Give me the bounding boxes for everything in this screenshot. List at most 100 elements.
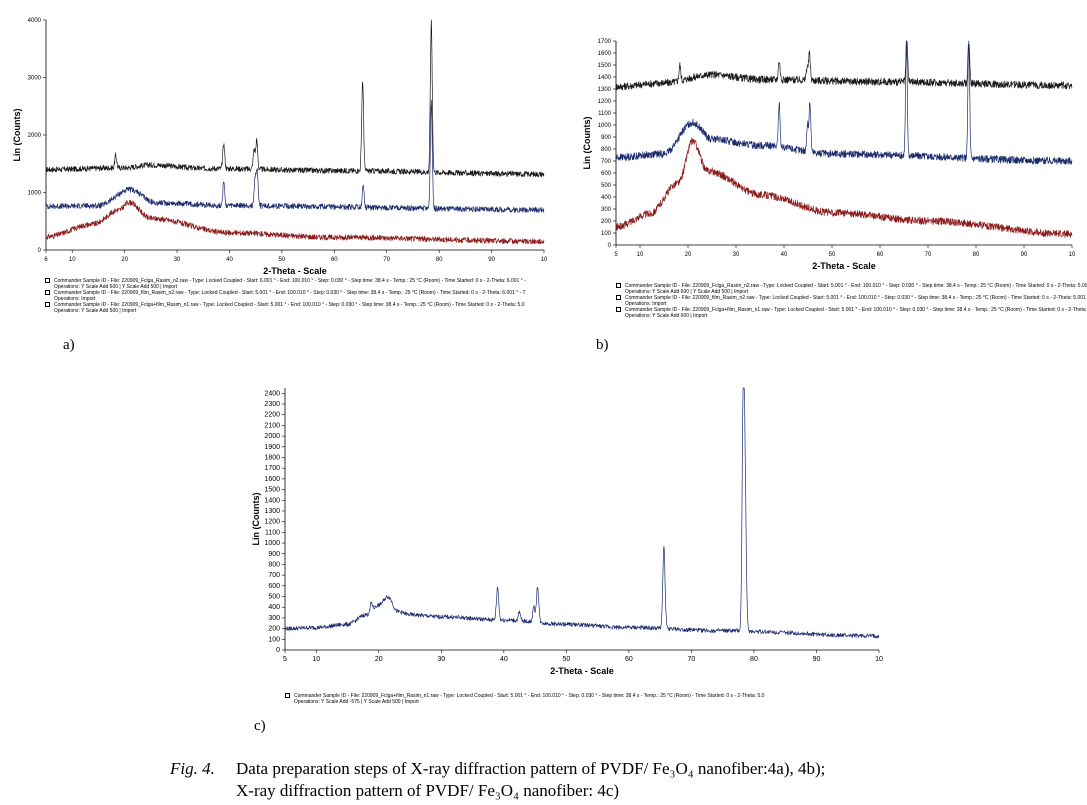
xrd-series-line-1	[284, 387, 880, 639]
xrd-series-line-3	[45, 199, 545, 245]
xrd-series-line-1	[45, 19, 545, 178]
y-axis-title: Lin (Counts)	[251, 493, 261, 546]
y-tick-label: 1200	[264, 519, 280, 526]
x-tick-label: 60	[625, 656, 633, 663]
chart-panel-c: 5 10 20 30 40 50 60 70 80 90 10 0 100 200 300 400 500 600…	[245, 378, 885, 713]
y-tick-label: 100	[601, 231, 612, 237]
y-tick-label: 100	[268, 636, 280, 643]
y-tick-label: 0	[608, 243, 612, 249]
y-tick-label: 1100	[598, 111, 612, 117]
caption-line-1: Data preparation steps of X-ray diffract…	[236, 759, 826, 778]
legend-entry-operations: Operations: Import	[625, 301, 667, 307]
legend-entry: Commander Sample ID - File: 220909_film_…	[616, 295, 1087, 301]
y-tick-label: 1600	[598, 51, 612, 57]
legend-checkbox-icon	[616, 283, 621, 288]
y-tick-label: 900	[601, 135, 612, 141]
y-tick-label: 4000	[28, 18, 42, 24]
y-tick-label: 800	[601, 147, 612, 153]
chart-a-svg: 6 10 20 30 40 50 60 70 80 90 10010002000300040002-…	[12, 18, 548, 276]
x-tick-label: 6	[44, 257, 48, 263]
x-tick-label: 20	[375, 656, 383, 663]
y-tick-label: 600	[601, 171, 612, 177]
caption-figure-number: Fig. 4.	[170, 759, 215, 778]
y-tick-label: 1900	[264, 444, 280, 451]
x-tick-label: 30	[437, 656, 445, 663]
chart-b-svg: 5 10 20 30 40 50 60 70 80 90 100100200300400500600…	[582, 39, 1076, 271]
x-tick-label: 30	[174, 257, 181, 263]
y-tick-label: 300	[268, 615, 280, 622]
x-tick-label: 70	[925, 252, 932, 258]
y-tick-label: 2200	[264, 412, 280, 419]
legend-checkbox-icon	[616, 295, 621, 300]
x-tick-label: 40	[781, 252, 788, 258]
x-axis-title: 2-Theta - Scale	[812, 261, 876, 271]
y-tick-label: 1000	[598, 123, 612, 129]
panel-label-c: c)	[254, 718, 266, 734]
legend-checkbox-icon	[616, 307, 621, 312]
y-tick-label: 1800	[264, 455, 280, 462]
y-tick-label: 200	[601, 219, 612, 225]
x-tick-label: 5	[283, 656, 287, 663]
x-tick-label: 80	[436, 257, 443, 263]
xrd-series-line-2	[615, 40, 1073, 165]
legend-a: Commander Sample ID - File: 220909_Fclga…	[45, 278, 555, 314]
y-tick-label: 1600	[264, 476, 280, 483]
y-tick-label: 1400	[598, 75, 612, 81]
caption-line-2: X-ray diffraction pattern of PVDF/ Fe₃O₄…	[236, 781, 620, 800]
figure-caption: Fig. 4. Data preparation steps of X-ray d…	[170, 758, 825, 802]
x-tick-label: 80	[973, 252, 980, 258]
x-tick-label: 10	[875, 656, 883, 663]
x-tick-label: 50	[562, 656, 570, 663]
x-tick-label: 50	[279, 257, 286, 263]
legend-entry: Commander Sample ID - File: 220909_film_…	[45, 290, 555, 296]
legend-entry-text: Commander Sample ID - File: 220909_Fclga…	[625, 307, 1087, 313]
x-tick-label: 90	[813, 656, 821, 663]
y-tick-label: 1700	[598, 39, 612, 45]
legend-checkbox-icon	[45, 302, 50, 307]
legend-entry-operations: Operations: Y Scale Add -575 | Y Scale A…	[294, 699, 419, 705]
y-tick-label: 700	[601, 159, 612, 165]
x-tick-label: 10	[312, 656, 320, 663]
y-tick-label: 800	[268, 561, 280, 568]
x-tick-label: 30	[733, 252, 740, 258]
y-tick-label: 2400	[264, 390, 280, 397]
x-tick-label: 50	[829, 252, 836, 258]
x-tick-label: 10	[1069, 252, 1076, 258]
y-tick-label: 900	[268, 551, 280, 558]
y-tick-label: 200	[268, 626, 280, 633]
x-tick-label: 10	[637, 252, 644, 258]
xrd-series-line-3	[615, 137, 1073, 239]
legend-entry-text: Commander Sample ID - File: 220909_film_…	[54, 290, 526, 296]
legend-entry-operations: Operations: Y Scale Add 600 | Import	[625, 313, 708, 319]
x-tick-label: 20	[685, 252, 692, 258]
legend-entry: Commander Sample ID - File: 220909_Fclga…	[45, 278, 555, 284]
legend-entry: Commander Sample ID - File: 220909_Fclga…	[45, 302, 555, 308]
y-tick-label: 400	[268, 604, 280, 611]
y-tick-label: 1300	[598, 87, 612, 93]
x-tick-label: 90	[1021, 252, 1028, 258]
y-tick-label: 2300	[264, 401, 280, 408]
y-tick-label: 700	[268, 572, 280, 579]
y-tick-label: 300	[601, 207, 612, 213]
y-tick-label: 500	[601, 183, 612, 189]
x-tick-label: 80	[750, 656, 758, 663]
y-tick-label: 1200	[598, 99, 612, 105]
legend-entry-text: Commander Sample ID - File: 220909_film_…	[625, 295, 1087, 301]
legend-c: Commander Sample ID - File: 220909_Fclga…	[285, 693, 885, 705]
xrd-series-line-1	[615, 40, 1073, 91]
y-tick-label: 1000	[264, 540, 280, 547]
x-tick-label: 90	[488, 257, 495, 263]
x-tick-label: 70	[383, 257, 390, 263]
legend-entry: Commander Sample ID - File: 220909_Fclga…	[285, 693, 885, 699]
legend-entry-operations: Operations: Y Scale Add 600 | Y Scale Ad…	[54, 284, 178, 290]
legend-b: Commander Sample ID - File: 220909_Fclga…	[616, 283, 1087, 319]
x-tick-label: 60	[877, 252, 884, 258]
panel-label-a: a)	[63, 337, 75, 353]
y-tick-label: 500	[268, 594, 280, 601]
x-tick-label: 10	[69, 257, 76, 263]
x-tick-label: 40	[226, 257, 233, 263]
legend-entry: Commander Sample ID - File: 220909_Fclga…	[616, 283, 1087, 289]
y-tick-label: 3000	[28, 76, 42, 82]
x-tick-label: 20	[121, 257, 128, 263]
y-tick-label: 1500	[598, 63, 612, 69]
